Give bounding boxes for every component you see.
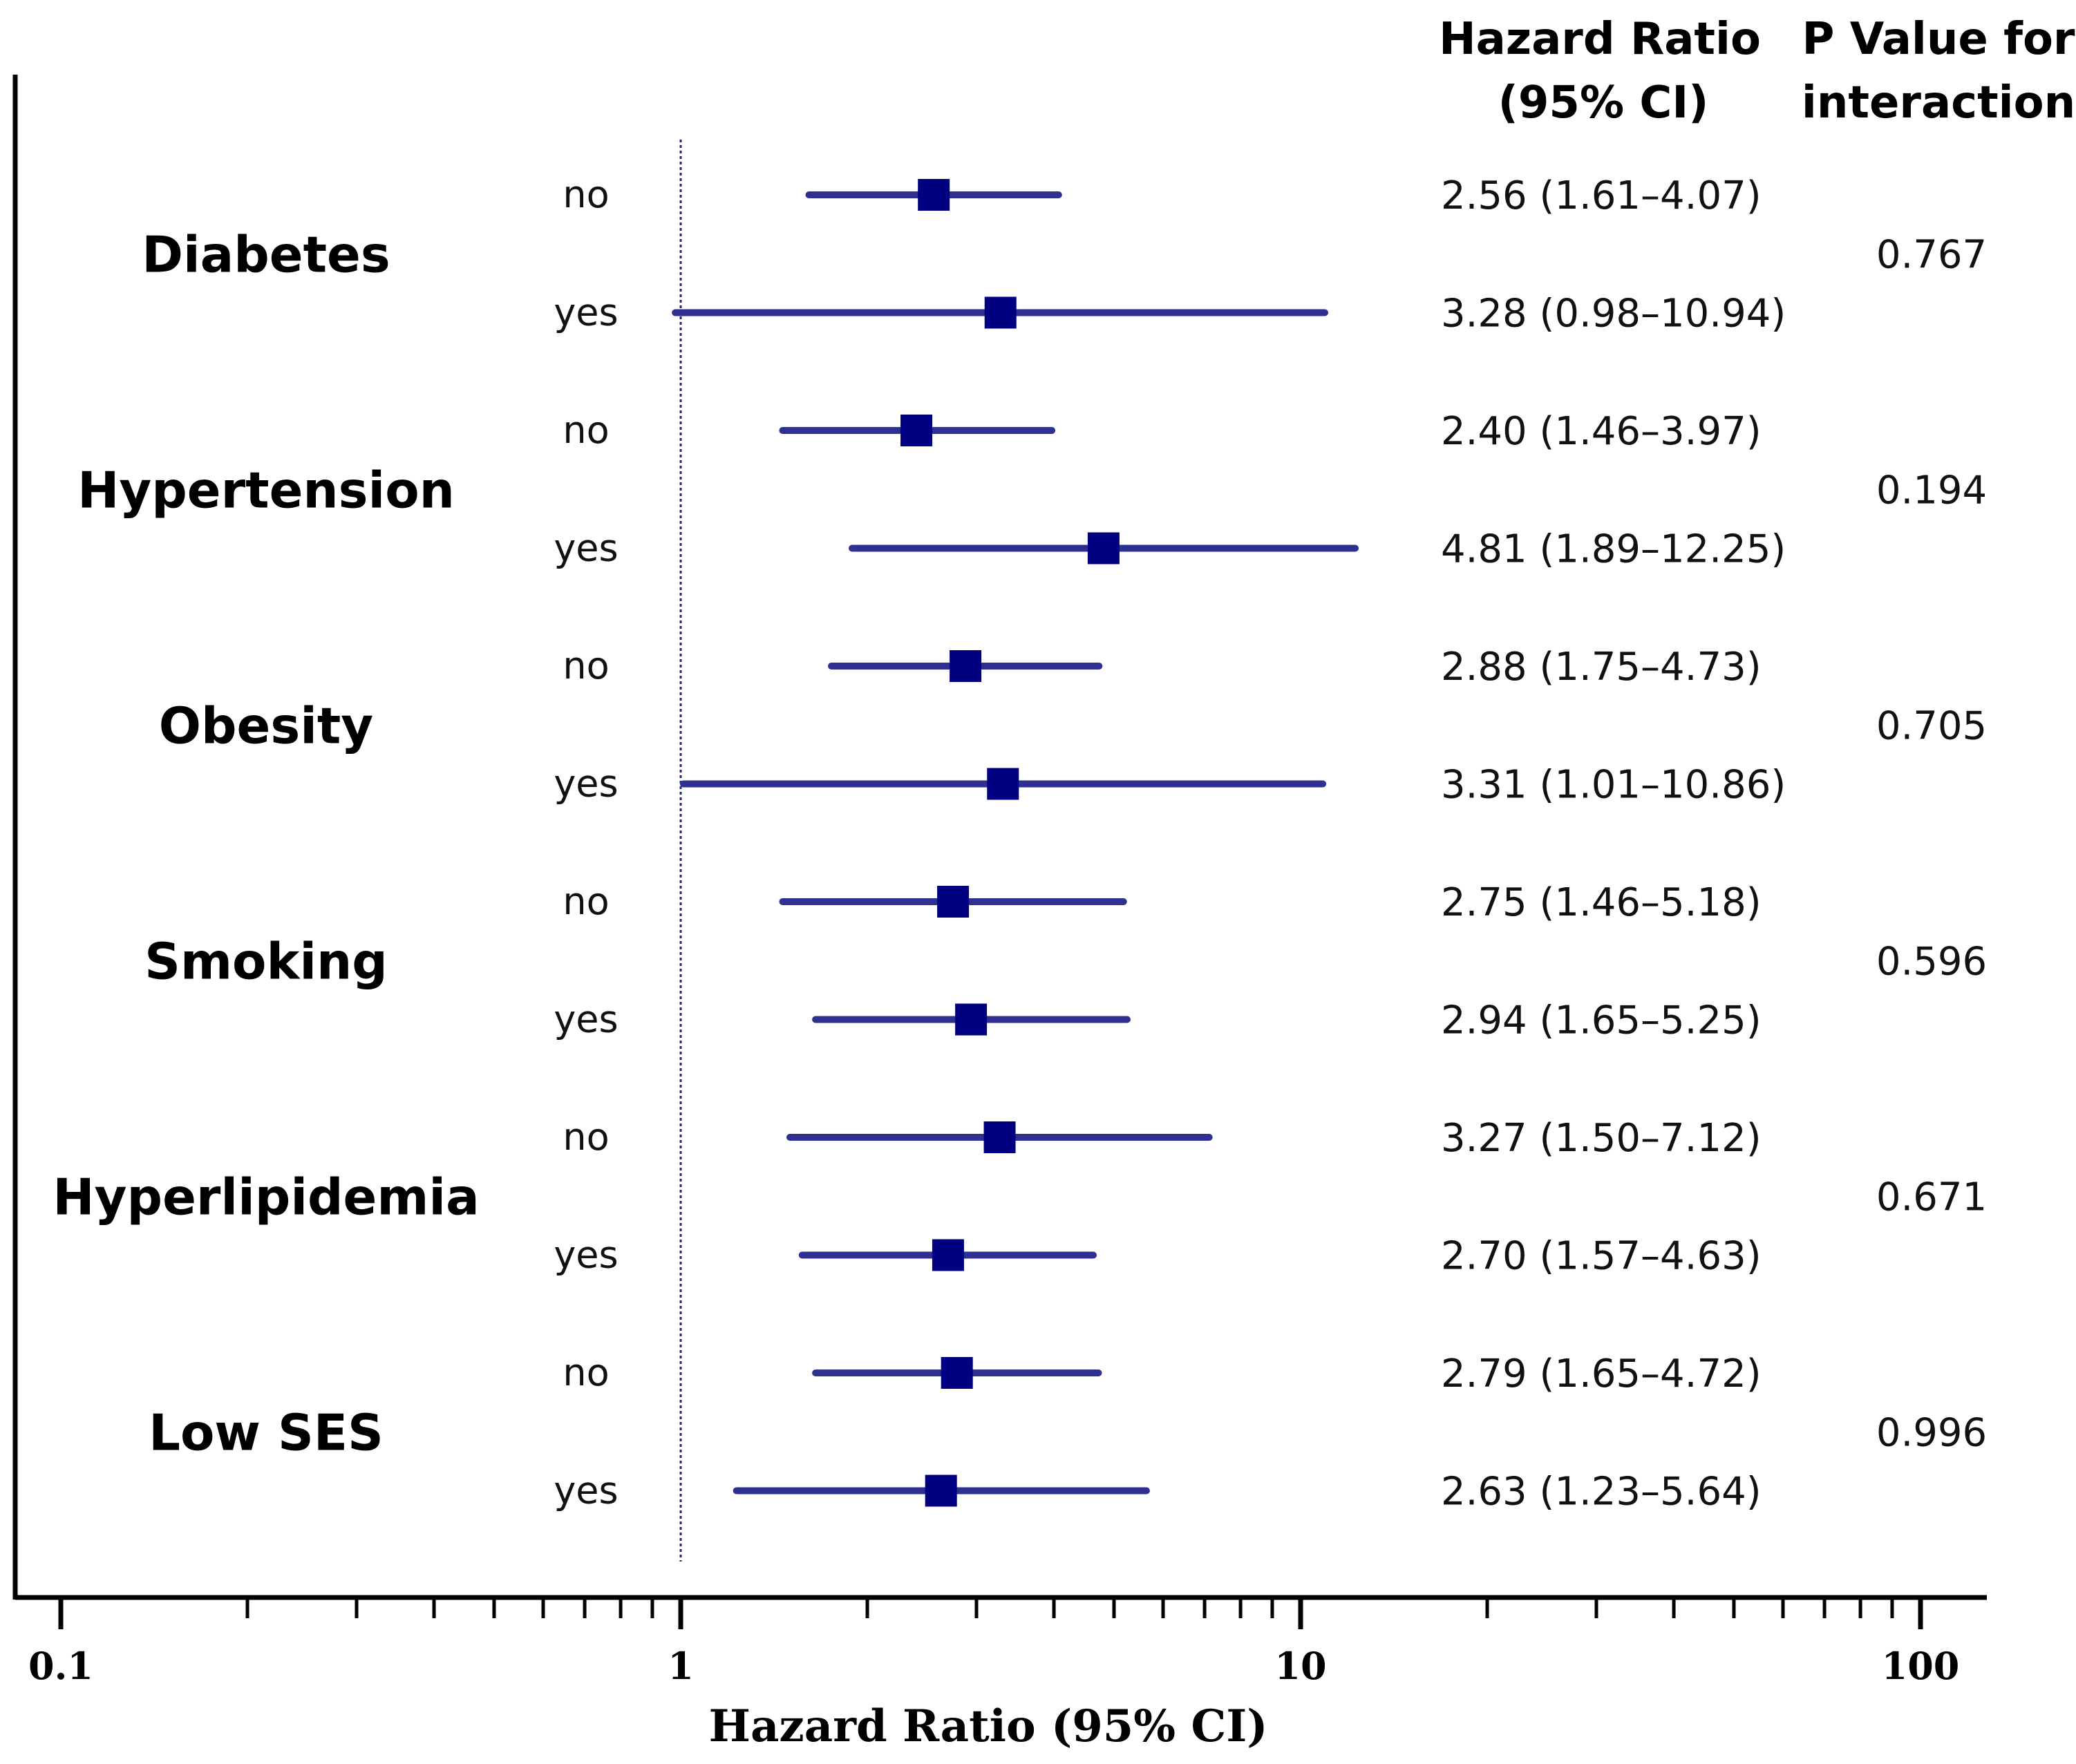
group-label: Low SES [149,1403,384,1461]
hr-ci-value: 2.79 (1.65–4.72) [1441,1352,1762,1396]
x-tick-label: 0.1 [28,1644,93,1688]
subgroup-label: yes [554,1233,618,1277]
p-interaction-value: 0.671 [1876,1175,1987,1220]
hr-column-header-line-2: (95% CI) [1498,77,1709,129]
hr-ci-value: 2.63 (1.23–5.64) [1441,1470,1762,1515]
group-label: Hyperlipidemia [53,1168,479,1226]
hr-ci-value: 3.27 (1.50–7.12) [1441,1116,1762,1161]
subgroup-label: yes [554,291,618,334]
hr-marker [984,296,1017,329]
hr-marker [918,179,950,211]
hr-marker [983,1121,1016,1153]
x-tick-label: 10 [1274,1644,1326,1688]
subgroup-label: no [563,173,609,216]
hr-column-header-line-1: Hazard Ratio [1439,14,1761,65]
x-tick-label: 100 [1882,1644,1960,1688]
hr-marker [937,886,970,918]
p-column-header-line-1: P Value for [1802,14,2075,65]
hr-ci-value: 2.40 (1.46–3.97) [1441,409,1762,454]
subgroup-label: no [563,1351,609,1394]
hr-marker [950,650,982,682]
group-label: Obesity [159,696,373,755]
x-tick-label: 1 [668,1644,694,1688]
hr-ci-value: 3.28 (0.98–10.94) [1441,292,1786,336]
hr-marker [900,415,933,446]
p-interaction-value: 0.194 [1876,468,1987,513]
x-axis-title: Hazard Ratio (95% CI) [708,1700,1267,1752]
hr-marker [1087,532,1120,565]
group-label: Diabetes [142,225,390,283]
p-column-header-line-2: interaction [1802,77,2075,129]
hr-ci-value: 4.81 (1.89–12.25) [1441,527,1786,572]
p-interaction-value: 0.705 [1876,703,1987,748]
subgroup-label: no [563,880,609,923]
subgroup-label: yes [554,1469,618,1512]
group-label: Hypertension [77,461,455,519]
x-axis-tick-labels: 0.1 1 10 100 [28,1644,1959,1688]
hr-ci-value: 2.56 (1.61–4.07) [1441,173,1762,218]
subgroup-label: no [563,408,609,452]
subgroup-label: no [563,644,609,687]
subgroup-label: yes [554,998,618,1041]
hr-ci-value: 2.70 (1.57–4.63) [1441,1234,1762,1279]
p-interaction-value: 0.767 [1876,232,1987,277]
hr-marker [932,1239,964,1271]
hr-ci-value: 2.94 (1.65–5.25) [1441,998,1762,1043]
subgroup-label: no [563,1115,609,1159]
subgroup-label: yes [554,527,618,570]
group-label: Smoking [144,932,388,990]
hr-ci-value: 2.75 (1.46–5.18) [1441,880,1762,925]
x-axis-ticks [58,1597,1923,1629]
subgroup-label: yes [554,762,618,806]
hr-marker [941,1357,973,1389]
hr-marker [987,768,1019,800]
hr-marker [925,1474,957,1507]
p-interaction-value: 0.596 [1876,939,1987,984]
hr-ci-value: 2.88 (1.75–4.73) [1441,645,1762,690]
hr-marker [955,1003,988,1036]
forest-rows: Diabetes 0.767 no 2.56 (1.61–4.07) yes 3.28 (… [53,173,1987,1515]
p-interaction-value: 0.996 [1876,1410,1987,1455]
hr-ci-value: 3.31 (1.01–10.86) [1441,763,1786,808]
